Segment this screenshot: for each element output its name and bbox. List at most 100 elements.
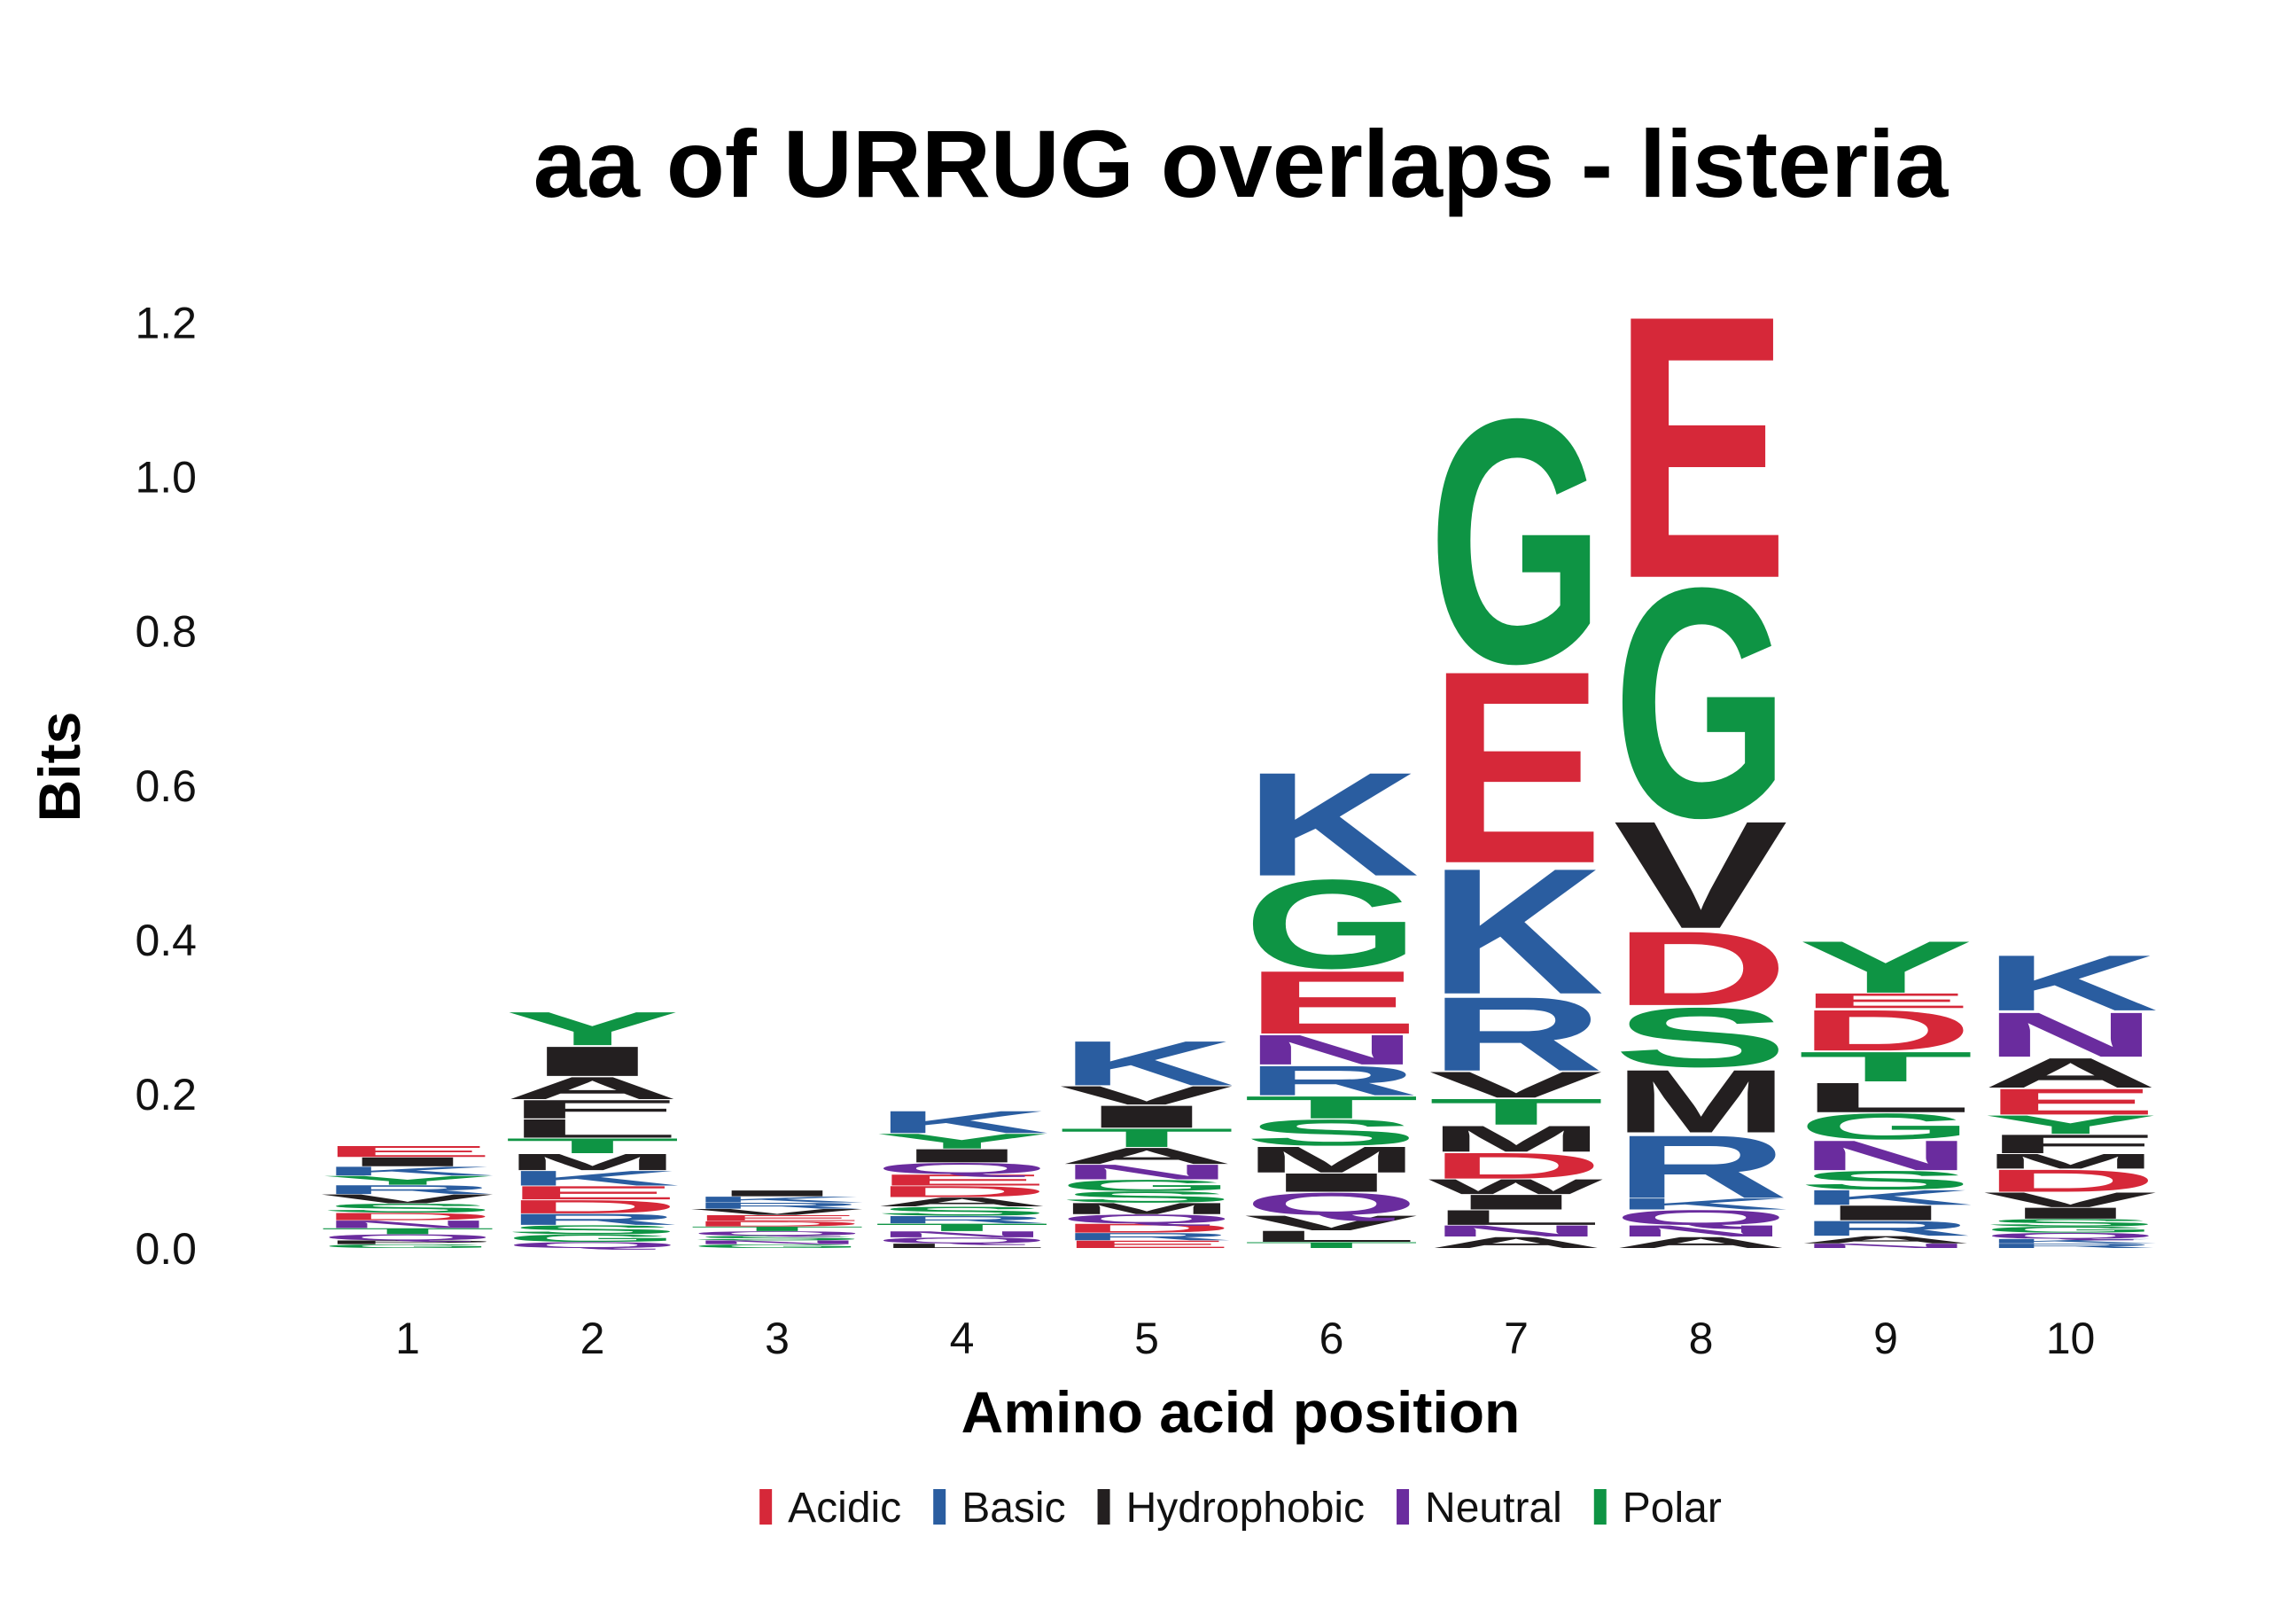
logo-letter: D bbox=[689, 1220, 865, 1228]
logo-letter: D bbox=[320, 1211, 495, 1222]
logo-letter: N bbox=[320, 1219, 495, 1230]
y-tick-label: 0.2 bbox=[135, 1070, 197, 1119]
logo-letter: K bbox=[320, 1164, 495, 1178]
logo-letter: S bbox=[1983, 1217, 2159, 1228]
logo-letter: Q bbox=[689, 1230, 865, 1237]
logo-letter: S bbox=[320, 1201, 495, 1215]
logo-letter: V bbox=[320, 1192, 494, 1206]
logo-letter: K bbox=[689, 1195, 865, 1205]
logo-letter: L bbox=[1428, 1205, 1604, 1229]
logo-letter: M bbox=[1428, 1119, 1604, 1159]
logo-letter: Y bbox=[1983, 1110, 2159, 1139]
logo-letter: G bbox=[1244, 853, 1420, 994]
logo-letter: S bbox=[1059, 1188, 1234, 1205]
logo-letter: A bbox=[1059, 1143, 1234, 1169]
logo-letter: R bbox=[1798, 1217, 1973, 1241]
logo-letter: D bbox=[1614, 909, 1789, 1027]
logo-letter: D bbox=[1428, 1145, 1604, 1187]
logo-letter: I bbox=[689, 1189, 865, 1198]
logo-letter: N bbox=[1244, 1026, 1420, 1073]
logo-letter: G bbox=[1614, 520, 1789, 885]
logo-letter: K bbox=[1798, 1186, 1973, 1210]
chart-title: aa of URRUG overlaps - listeria bbox=[533, 110, 1949, 217]
logo-letter: Y bbox=[875, 1129, 1050, 1153]
logo-letter: M bbox=[1244, 1139, 1420, 1180]
logo-letter: K bbox=[875, 1104, 1050, 1140]
legend-swatch bbox=[759, 1489, 773, 1525]
x-tick-label: 5 bbox=[1134, 1314, 1159, 1363]
logo-letter: V bbox=[1059, 1080, 1234, 1110]
x-tick-label: 6 bbox=[1319, 1314, 1344, 1363]
legend-label: Neutral bbox=[1425, 1485, 1562, 1532]
logo-letter: F bbox=[505, 1095, 681, 1124]
logo-letter: K bbox=[1059, 1028, 1234, 1099]
logo-letter: I bbox=[505, 1038, 681, 1085]
logo-letter: G bbox=[1428, 347, 1604, 736]
logo-letter: S bbox=[1614, 990, 1789, 1085]
logo-letter: E bbox=[1614, 238, 1789, 657]
logo-letter: E bbox=[1983, 1081, 2159, 1123]
logo-letter: E bbox=[689, 1213, 865, 1223]
logo-letter: V bbox=[689, 1207, 864, 1217]
x-tick-label: 7 bbox=[1504, 1314, 1529, 1363]
x-tick-label: 10 bbox=[2046, 1314, 2096, 1363]
logo-letter: Q bbox=[505, 1240, 681, 1250]
logo-letter: V bbox=[1244, 1211, 1419, 1235]
logo-letter: K bbox=[1244, 743, 1420, 908]
logo-letter: M bbox=[1983, 1150, 2159, 1174]
logo-letter: D bbox=[875, 1182, 1050, 1200]
logo-letter: K bbox=[1614, 1195, 1789, 1213]
logo-letter: Q bbox=[1983, 1231, 2159, 1241]
legend-swatch bbox=[1397, 1489, 1410, 1525]
logo-letter: E bbox=[1059, 1238, 1234, 1250]
x-tick-label: 8 bbox=[1689, 1314, 1714, 1363]
logo-letter: Q bbox=[875, 1159, 1050, 1177]
legend-swatch bbox=[1593, 1489, 1607, 1525]
logo-letter: L bbox=[505, 1114, 681, 1143]
logo-letter: Q bbox=[875, 1236, 1050, 1245]
logo-letter: T bbox=[1059, 1123, 1234, 1152]
logo-letter: R bbox=[320, 1182, 495, 1197]
logo-letter: F bbox=[1983, 1129, 2159, 1158]
logo-letter: R bbox=[1059, 1231, 1234, 1243]
logo-letter: A bbox=[1798, 1234, 1973, 1245]
logo-letter: T bbox=[505, 1134, 681, 1158]
logo-letter: Q bbox=[1614, 1205, 1789, 1229]
logo-letter: R bbox=[875, 1213, 1050, 1225]
logo-letter: A bbox=[1428, 1234, 1604, 1252]
logo-letter: N bbox=[1798, 1243, 1973, 1250]
logo-letter: Q bbox=[1244, 1186, 1420, 1221]
logo-letter: I bbox=[875, 1145, 1050, 1166]
logo-letter: M bbox=[1059, 1199, 1234, 1217]
y-tick-label: 0.6 bbox=[135, 761, 197, 811]
logo-letter: K bbox=[1983, 939, 2159, 1027]
logo-letter: Y bbox=[320, 1174, 495, 1188]
logo-letter: D bbox=[505, 1197, 681, 1218]
x-tick-label: 2 bbox=[580, 1314, 605, 1363]
logo-letter: E bbox=[875, 1171, 1050, 1189]
logo-letter: D bbox=[1798, 998, 1973, 1063]
logo-stacks: GPQTNDSVRYKIEQGSRDEKMTLFAIYGNSQTDEVRKILQ… bbox=[320, 238, 2158, 1252]
logo-letter: I bbox=[320, 1155, 495, 1169]
y-axis-ticks: 0.0 0.2 0.4 0.6 0.8 1.0 1.2 bbox=[135, 299, 197, 1274]
logo-letter: N bbox=[1614, 1222, 1789, 1240]
logo-letter: I bbox=[1428, 1190, 1604, 1214]
logo-letter: G bbox=[1798, 1106, 1973, 1148]
logo-letter: K bbox=[1983, 1237, 2159, 1244]
y-tick-label: 0.8 bbox=[135, 607, 197, 657]
logo-letter: V bbox=[1428, 1065, 1603, 1106]
logo-letter: T bbox=[320, 1227, 495, 1236]
logo-letter: Y bbox=[1798, 926, 1973, 1009]
logo-letter: I bbox=[1798, 1201, 1973, 1225]
logo-letter: N bbox=[1059, 1160, 1234, 1184]
logo-letter: N bbox=[875, 1229, 1050, 1239]
logo-letter: T bbox=[1244, 1240, 1420, 1250]
logo-letter: G bbox=[505, 1232, 681, 1244]
